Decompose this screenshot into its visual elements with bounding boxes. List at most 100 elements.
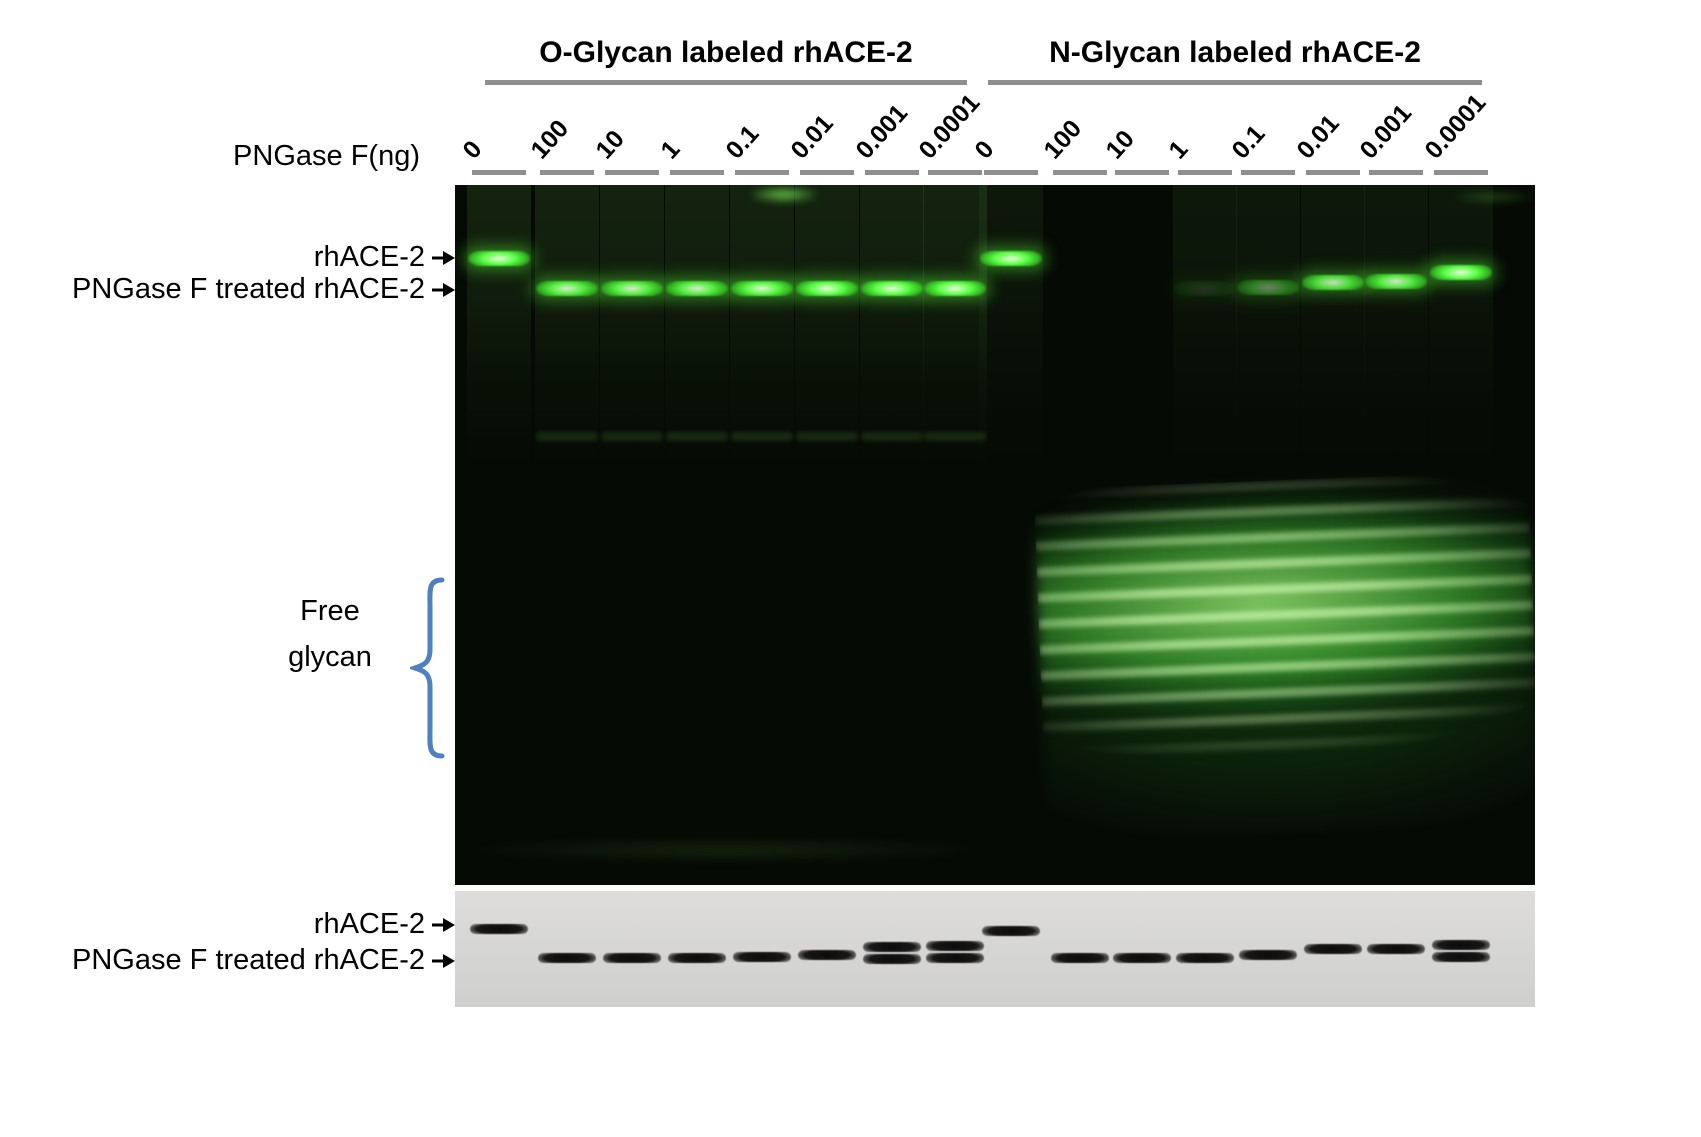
lane-dose-label: 0.0001 — [1419, 88, 1492, 165]
lane-dose-label: 0.0001 — [913, 88, 986, 165]
lane-tick — [1306, 170, 1360, 175]
arrow-right-icon — [432, 282, 455, 297]
protein-band — [1239, 950, 1297, 961]
protein-band — [538, 953, 596, 963]
arrow-right-icon — [432, 917, 455, 932]
lane-tick — [735, 170, 789, 175]
lane-dose-label: 1 — [655, 135, 686, 165]
ghost-band — [924, 432, 986, 441]
lane-streak — [1236, 185, 1300, 470]
fluorescent-band — [536, 281, 598, 296]
lane-dose-label: 0.1 — [1226, 119, 1271, 165]
ghost-band — [861, 432, 923, 441]
marker-rhace2-bottom-label: rhACE-2 — [313, 908, 425, 940]
lane-dose-label: 0.001 — [850, 99, 914, 165]
protein-band — [1113, 953, 1171, 963]
lane-streak — [535, 185, 599, 470]
fluorescent-band — [1237, 279, 1299, 295]
lane-streak — [730, 185, 794, 470]
lane-dose-label: 100 — [525, 114, 575, 165]
group-underline-o-glycan — [485, 80, 967, 85]
lane-dose-label: 10 — [1100, 124, 1140, 165]
fluorescent-band — [601, 281, 663, 296]
lane-dose-label: 0.01 — [1291, 109, 1345, 165]
protein-band — [668, 953, 726, 963]
protein-band — [798, 949, 856, 960]
lane-streak — [923, 185, 987, 470]
lane-dose-label: 10 — [590, 124, 630, 165]
lane-tick — [605, 170, 659, 175]
arrow-right-icon — [432, 953, 455, 968]
group-title-o-glycan: O-Glycan labeled rhACE-2 — [539, 36, 913, 69]
lane-tick — [984, 170, 1038, 175]
protein-band — [1304, 943, 1362, 954]
ghost-band — [666, 432, 728, 441]
fluorescent-band — [666, 281, 728, 296]
fluorescent-band — [468, 251, 530, 266]
lane-streak — [860, 185, 924, 470]
protein-stain-gel-image — [455, 891, 1535, 1007]
lane-streak — [979, 185, 1043, 470]
fluorescent-band — [796, 281, 858, 296]
fluorescent-band — [1365, 273, 1427, 289]
protein-band — [1367, 943, 1425, 954]
lane-tick — [1241, 170, 1295, 175]
lane-streak — [1301, 185, 1365, 470]
smear-ladder — [1033, 470, 1535, 840]
fluorescence-gel-image — [455, 185, 1535, 885]
protein-band — [926, 941, 984, 952]
lane-streak — [467, 185, 531, 470]
lane-dose-label: 0.1 — [720, 119, 765, 165]
protein-band — [926, 953, 984, 964]
group-header-o-glycan: O-Glycan labeled rhACE-2 — [485, 36, 967, 85]
fluorescent-band — [1174, 281, 1236, 296]
free-glycan-label-line2: glycan — [288, 641, 372, 673]
ghost-band — [536, 432, 598, 441]
gel-artifact — [1453, 191, 1533, 203]
protein-band — [470, 924, 528, 934]
lane-tick — [670, 170, 724, 175]
ghost-band — [796, 432, 858, 441]
lane-streak — [1364, 185, 1428, 470]
group-title-n-glycan: N-Glycan labeled rhACE-2 — [1049, 36, 1421, 69]
lane-tick — [928, 170, 982, 175]
protein-band — [982, 926, 1040, 937]
lane-streak — [600, 185, 664, 470]
lane-dose-label: 0 — [457, 135, 488, 165]
lane-dose-label: 100 — [1038, 114, 1088, 165]
marker-rhace2-top: rhACE-2 — [314, 241, 456, 274]
lane-tick — [1053, 170, 1107, 175]
fluorescent-band — [924, 281, 986, 296]
gel-artifact — [465, 837, 985, 863]
lane-tick — [865, 170, 919, 175]
protein-band — [1432, 951, 1490, 962]
marker-rhace2-bottom: rhACE-2 — [314, 908, 456, 941]
smear-haze — [1033, 470, 1535, 840]
lane-streak — [1173, 185, 1237, 470]
fluorescent-band — [1430, 264, 1492, 280]
lane-tick — [1434, 170, 1488, 175]
ghost-band — [601, 432, 663, 441]
lane-streak — [1429, 185, 1493, 470]
free-glycan-smear — [1033, 470, 1535, 840]
lane-dose-label: 1 — [1163, 135, 1194, 165]
ghost-band — [731, 432, 793, 441]
marker-treated-top-label: PNGase F treated rhACE-2 — [72, 273, 425, 305]
protein-band — [1432, 939, 1490, 950]
fluorescent-band — [980, 251, 1042, 266]
lane-tick — [800, 170, 854, 175]
gel-artifact — [751, 187, 817, 202]
marker-rhace2-top-label: rhACE-2 — [313, 241, 425, 273]
marker-treated-bottom-label: PNGase F treated rhACE-2 — [72, 944, 425, 976]
marker-treated-top: PNGase F treated rhACE-2 — [72, 273, 456, 306]
lane-tick — [1178, 170, 1232, 175]
lane-streak — [665, 185, 729, 470]
protein-band — [1176, 953, 1234, 963]
arrow-right-icon — [432, 250, 455, 265]
protein-band — [603, 953, 661, 963]
fluorescent-band — [861, 281, 923, 296]
protein-band — [863, 953, 921, 964]
lane-tick — [540, 170, 594, 175]
protein-band — [1051, 953, 1109, 963]
